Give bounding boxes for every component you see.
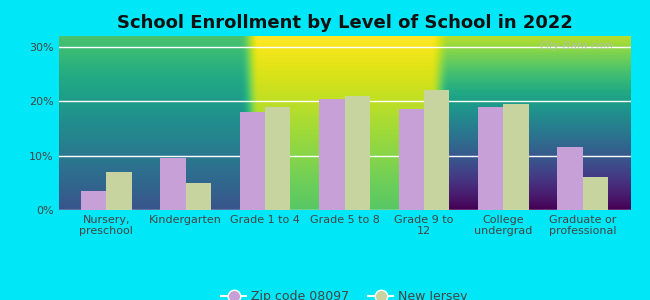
Bar: [160, 158, 186, 210]
Bar: [583, 177, 608, 210]
Bar: [186, 183, 211, 210]
Bar: [478, 107, 503, 210]
Bar: [558, 148, 583, 210]
Bar: [319, 98, 344, 210]
Bar: [106, 172, 131, 210]
Bar: [265, 107, 291, 210]
Bar: [240, 112, 265, 210]
Bar: [344, 96, 370, 210]
Bar: [424, 90, 449, 210]
Title: School Enrollment by Level of School in 2022: School Enrollment by Level of School in …: [116, 14, 573, 32]
Bar: [398, 110, 424, 210]
Text: City-Data.com: City-Data.com: [540, 41, 614, 51]
Bar: [81, 191, 106, 210]
Legend: Zip code 08097, New Jersey: Zip code 08097, New Jersey: [216, 285, 473, 300]
Bar: [503, 104, 529, 210]
